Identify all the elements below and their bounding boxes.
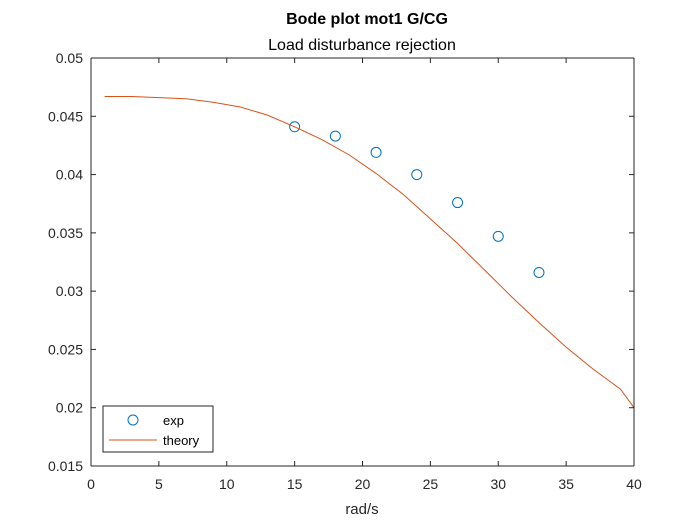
axes-layer: 0 5 10 15 20 25 30 35 40 0.015 0.02 0.025 0.03 0.035 0… [48, 50, 642, 492]
data-point-exp [533, 266, 545, 278]
x-axis-label: rad/s [345, 501, 378, 518]
data-point-exp [452, 197, 464, 209]
y-tick-label: 0.035 [48, 225, 83, 241]
y-tick-label: 0.02 [56, 400, 83, 416]
series-line-theory [104, 95, 635, 409]
data-point-exp [492, 230, 504, 242]
x-tick-label: 40 [626, 476, 642, 492]
y-tick-label: 0.025 [48, 341, 83, 357]
data-point-exp [329, 130, 341, 142]
chart-title: Bode plot mot1 G/CG [286, 11, 448, 28]
legend-label-theory: theory [163, 433, 200, 448]
chart-subtitle: Load disturbance rejection [268, 37, 456, 54]
data-point-exp [411, 169, 423, 181]
y-tick-label: 0.03 [56, 283, 83, 299]
x-tick-label: 0 [87, 476, 95, 492]
legend-swatch-exp [127, 414, 139, 426]
x-tick-label: 15 [287, 476, 303, 492]
x-tick-label: 35 [558, 476, 574, 492]
y-tick-label: 0.015 [48, 458, 83, 474]
y-tick-label: 0.045 [48, 108, 83, 124]
x-tick-label: 20 [355, 476, 371, 492]
legend: exp theory [102, 405, 214, 453]
legend-label-exp: exp [163, 413, 184, 428]
plot-area [91, 58, 634, 466]
y-tick-label: 0.04 [56, 167, 83, 183]
legend-box [102, 405, 214, 453]
data-point-exp [370, 146, 382, 158]
x-tick-label: 25 [423, 476, 439, 492]
y-tick-label: 0.05 [56, 50, 83, 66]
data-point-exp [289, 121, 301, 133]
x-tick-label: 30 [490, 476, 506, 492]
x-tick-label: 5 [155, 476, 163, 492]
x-tick-label: 10 [219, 476, 235, 492]
series-layer [104, 95, 635, 409]
